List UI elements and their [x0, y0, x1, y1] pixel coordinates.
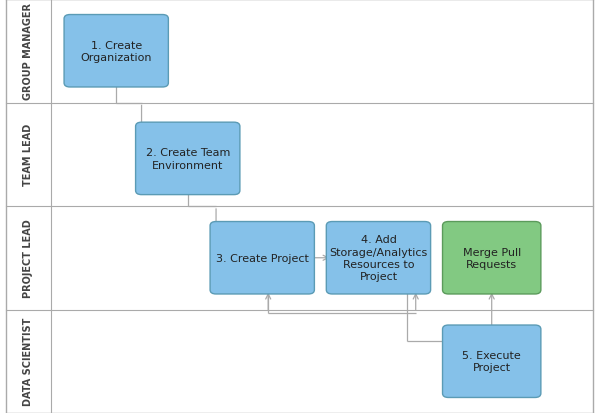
FancyBboxPatch shape: [64, 16, 168, 88]
Text: 1. Create
Organization: 1. Create Organization: [80, 40, 152, 63]
Text: TEAM LEAD: TEAM LEAD: [23, 124, 33, 186]
Text: Merge Pull
Requests: Merge Pull Requests: [462, 247, 521, 269]
Text: 3. Create Project: 3. Create Project: [216, 253, 309, 263]
Text: DATA SCIENTIST: DATA SCIENTIST: [23, 317, 33, 406]
Text: GROUP MANAGER: GROUP MANAGER: [23, 3, 33, 100]
Text: PROJECT LEAD: PROJECT LEAD: [23, 219, 33, 297]
Text: 2. Create Team
Environment: 2. Create Team Environment: [145, 148, 230, 170]
FancyBboxPatch shape: [442, 222, 541, 294]
FancyBboxPatch shape: [135, 123, 240, 195]
FancyBboxPatch shape: [327, 222, 430, 294]
Text: 5. Execute
Project: 5. Execute Project: [462, 350, 521, 373]
FancyBboxPatch shape: [210, 222, 315, 294]
Text: 4. Add
Storage/Analytics
Resources to
Project: 4. Add Storage/Analytics Resources to Pr…: [330, 235, 427, 282]
FancyBboxPatch shape: [442, 325, 541, 397]
